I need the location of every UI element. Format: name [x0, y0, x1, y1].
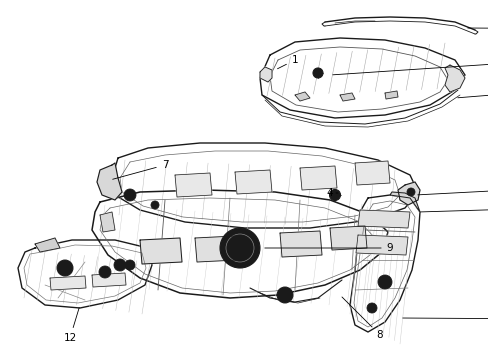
Circle shape: [312, 68, 323, 78]
Polygon shape: [397, 182, 419, 205]
Text: 6: 6: [417, 175, 488, 195]
Polygon shape: [355, 235, 407, 255]
Text: 2: 2: [457, 77, 488, 98]
Circle shape: [377, 275, 391, 289]
Circle shape: [124, 189, 136, 201]
Circle shape: [406, 188, 414, 196]
Circle shape: [125, 260, 135, 270]
Circle shape: [329, 189, 340, 201]
Text: 11: 11: [420, 195, 488, 212]
Polygon shape: [294, 92, 309, 101]
Polygon shape: [354, 161, 389, 185]
Polygon shape: [389, 192, 419, 212]
Polygon shape: [260, 67, 271, 82]
Polygon shape: [97, 163, 122, 200]
Circle shape: [60, 263, 70, 273]
Polygon shape: [18, 240, 152, 308]
Polygon shape: [357, 210, 409, 228]
Text: 5: 5: [467, 25, 488, 35]
Polygon shape: [175, 173, 212, 197]
Polygon shape: [100, 212, 115, 232]
Polygon shape: [329, 226, 366, 250]
Polygon shape: [349, 195, 419, 332]
Polygon shape: [339, 93, 354, 101]
Circle shape: [276, 287, 292, 303]
Circle shape: [57, 260, 73, 276]
Text: 1: 1: [277, 55, 298, 69]
Circle shape: [114, 259, 126, 271]
Text: 8: 8: [341, 297, 383, 340]
Circle shape: [366, 303, 376, 313]
Polygon shape: [92, 273, 126, 287]
Circle shape: [99, 266, 111, 278]
Text: 9: 9: [264, 243, 392, 253]
Polygon shape: [92, 190, 387, 298]
Text: 3: 3: [332, 55, 488, 75]
Text: 7: 7: [112, 160, 168, 179]
Polygon shape: [384, 91, 397, 99]
Polygon shape: [235, 170, 271, 194]
Polygon shape: [260, 38, 464, 118]
Polygon shape: [140, 238, 182, 264]
Circle shape: [332, 193, 336, 197]
Polygon shape: [299, 166, 336, 190]
Text: 12: 12: [63, 308, 79, 343]
Text: 4: 4: [326, 188, 337, 198]
Polygon shape: [280, 231, 321, 257]
Circle shape: [151, 201, 159, 209]
Polygon shape: [444, 65, 464, 92]
Text: 10: 10: [402, 315, 488, 325]
Circle shape: [315, 71, 319, 75]
Polygon shape: [50, 276, 86, 290]
Polygon shape: [195, 236, 237, 262]
Circle shape: [280, 290, 289, 300]
Circle shape: [220, 228, 260, 268]
Polygon shape: [112, 143, 417, 228]
Polygon shape: [35, 238, 60, 252]
